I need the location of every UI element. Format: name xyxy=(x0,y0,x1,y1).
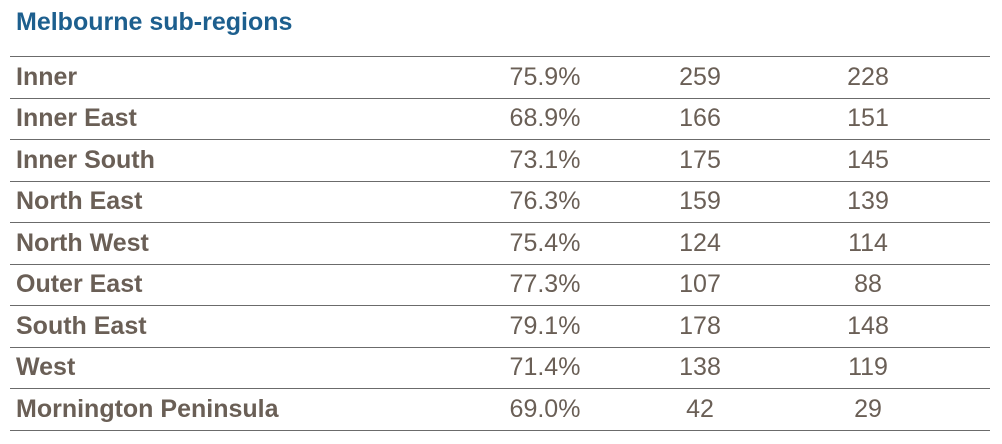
percentage-cell: 69.0% xyxy=(509,394,581,423)
region-name: Inner xyxy=(16,62,78,91)
region-name: Inner South xyxy=(16,145,155,174)
value-cell-1: 166 xyxy=(679,104,721,133)
percentage-cell: 77.3% xyxy=(509,270,581,299)
value-cell-2: 148 xyxy=(847,311,889,340)
table-row: Outer East 77.3% 107 88 xyxy=(10,265,990,306)
value-cell-2: 145 xyxy=(847,145,889,174)
value-cell-2: 119 xyxy=(848,353,888,382)
sub-regions-table: Inner 75.9% 259 228 Inner East 68.9% 166… xyxy=(10,56,990,431)
table-row: North West 75.4% 124 114 xyxy=(10,223,990,265)
value-cell-1: 138 xyxy=(679,353,721,382)
table-row: Inner South 73.1% 175 145 xyxy=(10,140,990,182)
value-cell-1: 178 xyxy=(679,311,721,340)
table-row: West 71.4% 138 119 xyxy=(10,348,990,389)
percentage-cell: 68.9% xyxy=(509,104,581,133)
region-name: Inner East xyxy=(16,104,137,133)
region-name: Mornington Peninsula xyxy=(16,394,279,423)
region-name: North West xyxy=(16,228,149,257)
table-row: Inner East 68.9% 166 151 xyxy=(10,99,990,140)
value-cell-2: 151 xyxy=(847,104,889,133)
value-cell-1: 42 xyxy=(686,394,714,423)
table-row: Inner 75.9% 259 228 xyxy=(10,57,990,99)
percentage-cell: 79.1% xyxy=(509,311,581,340)
value-cell-1: 159 xyxy=(679,187,721,216)
value-cell-2: 88 xyxy=(854,270,882,299)
percentage-cell: 71.4% xyxy=(509,353,581,382)
table-row: South East 79.1% 178 148 xyxy=(10,306,990,348)
region-name: Outer East xyxy=(16,270,143,299)
value-cell-2: 228 xyxy=(847,62,889,91)
value-cell-2: 139 xyxy=(847,187,889,216)
percentage-cell: 75.4% xyxy=(509,228,581,257)
region-name: North East xyxy=(16,187,143,216)
value-cell-1: 259 xyxy=(679,62,721,91)
value-cell-1: 175 xyxy=(679,145,721,174)
percentage-cell: 75.9% xyxy=(509,62,581,91)
table-row: North East 76.3% 159 139 xyxy=(10,182,990,223)
value-cell-1: 124 xyxy=(679,228,721,257)
percentage-cell: 73.1% xyxy=(509,145,581,174)
region-name: West xyxy=(16,353,76,382)
value-cell-1: 107 xyxy=(679,270,721,299)
table-title: Melbourne sub-regions xyxy=(16,8,293,36)
percentage-cell: 76.3% xyxy=(509,187,581,216)
region-name: South East xyxy=(16,311,147,340)
value-cell-2: 114 xyxy=(848,228,888,257)
table-row: Mornington Peninsula 69.0% 42 29 xyxy=(10,389,990,431)
value-cell-2: 29 xyxy=(854,394,882,423)
